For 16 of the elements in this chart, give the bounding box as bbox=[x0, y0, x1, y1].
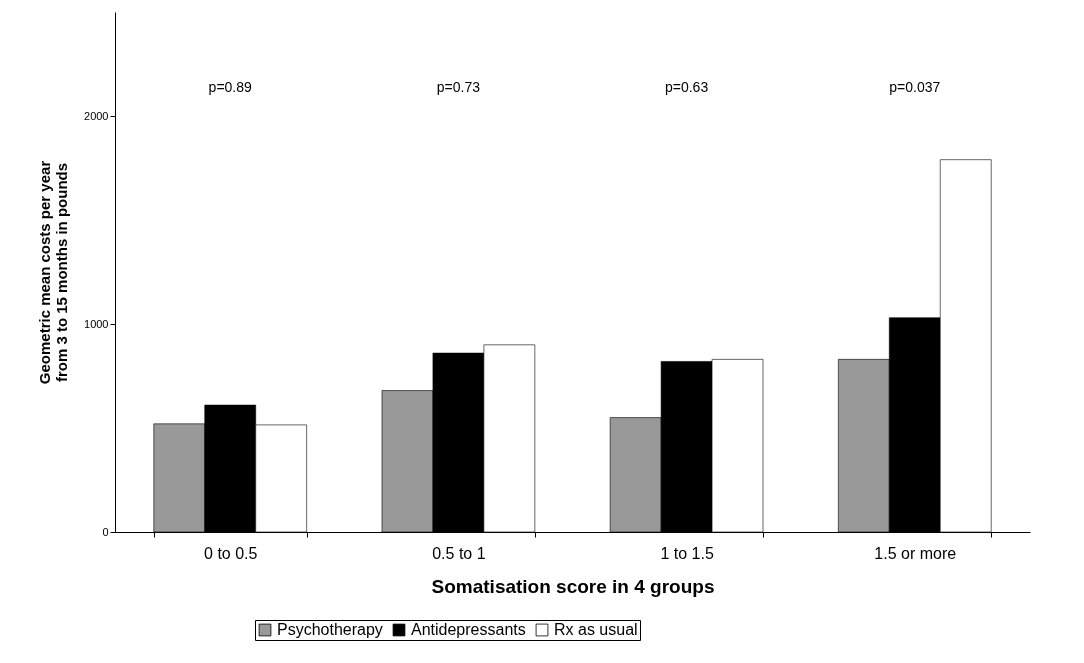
y-tick-label: 0 bbox=[102, 525, 109, 538]
x-tick-label: 0.5 to 1 bbox=[432, 544, 486, 562]
legend-label: Rx as usual bbox=[554, 621, 638, 638]
annotation: p=0.89 bbox=[208, 79, 253, 95]
legend-label: Psychotherapy bbox=[277, 621, 383, 638]
annotation: p=0.037 bbox=[889, 79, 941, 95]
x-axis-title: Somatisation score in 4 groups bbox=[431, 575, 715, 597]
annotation: p=0.63 bbox=[664, 79, 709, 95]
annotation: p=0.73 bbox=[436, 79, 481, 95]
legend-label: Antidepressants bbox=[411, 621, 526, 638]
y-tick-label: 2000 bbox=[84, 109, 109, 122]
x-tick-label: 1.5 or more bbox=[874, 544, 957, 562]
x-tick-label: 0 to 0.5 bbox=[204, 544, 258, 562]
y-tick-label: 1000 bbox=[84, 317, 109, 330]
y-axis-title: Geometric mean costs per year from 3 to 15 months in pounds bbox=[36, 160, 71, 385]
x-tick-label: 1 to 1.5 bbox=[660, 544, 714, 562]
